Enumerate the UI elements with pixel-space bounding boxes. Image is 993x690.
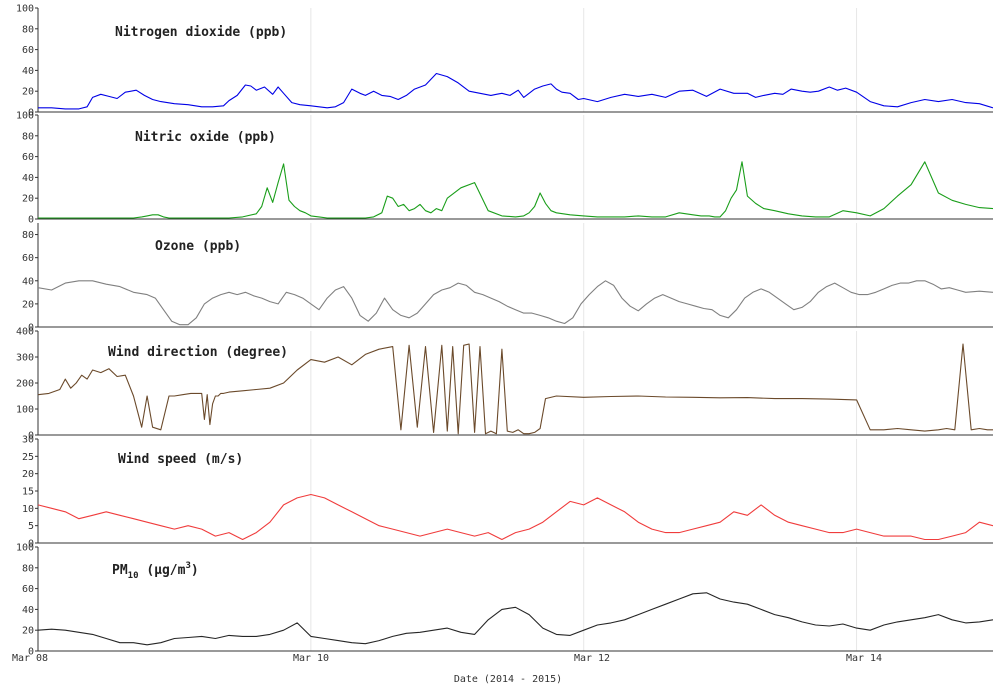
y-tick-label: 0 [28,431,34,442]
series-line [37,343,993,435]
y-tick-label: 20 [22,87,34,98]
y-tick-label: 60 [22,152,34,163]
y-tick-label: 100 [16,543,34,554]
y-tick-label: 20 [22,626,34,637]
y-tick-label: 20 [22,194,34,205]
y-tick-label: 0 [28,647,34,658]
series-line [37,280,993,326]
y-tick-label: 25 [22,452,34,463]
y-tick-label: 100 [16,111,34,122]
chart-panel: 0 20 40 60 80 Ozone (ppb) [22,223,993,334]
y-tick-label: 5 [28,521,34,532]
y-tick-label: 60 [22,45,34,56]
panel-title: Nitrogen dioxide (ppb) [115,25,287,40]
y-tick-label: 80 [22,131,34,142]
x-axis-label: Date (2014 - 2015) [454,674,562,685]
y-tick-label: 20 [22,299,34,310]
y-tick-label: 30 [22,435,34,446]
y-tick-label: 15 [22,487,34,498]
series-line [37,493,993,541]
x-tick-label: Mar 12 [574,653,610,664]
y-tick-label: 0 [28,539,34,550]
x-tick-label: Mar 08 [12,653,48,664]
chart-panel: 0 100 200 300 400 Wind direction (degree) [16,327,993,442]
y-tick-label: 400 [16,327,34,338]
panel-title: Nitric oxide (ppb) [135,130,276,145]
x-tick-label: Mar 14 [846,653,882,664]
panel-title: PM10 (μg/m3) [112,561,199,581]
y-tick-label: 40 [22,276,34,287]
series-line [37,592,993,646]
panel-title: Wind direction (degree) [108,345,288,360]
y-tick-label: 60 [22,253,34,264]
y-tick-label: 80 [22,230,34,241]
y-tick-label: 40 [22,605,34,616]
y-tick-label: 20 [22,469,34,480]
chart-panel: 0 20 40 60 80 100 Nitrogen dioxide (ppb) [16,4,993,119]
y-tick-label: 200 [16,379,34,390]
y-tick-label: 10 [22,504,34,515]
y-tick-label: 80 [22,563,34,574]
y-tick-label: 300 [16,353,34,364]
y-tick-label: 0 [28,215,34,226]
series-line [38,72,993,110]
y-tick-label: 100 [16,405,34,416]
y-tick-label: 40 [22,66,34,77]
y-tick-label: 80 [22,24,34,35]
x-tick-label: Mar 10 [293,653,329,664]
chart-panel: 0 20 40 60 80 100 PM10 (μg/m3) [16,543,993,658]
y-tick-label: 40 [22,173,34,184]
panel-title: Ozone (ppb) [155,239,241,254]
y-tick-label: 60 [22,584,34,595]
chart-panel: 0 20 40 60 80 100 Nitric oxide (ppb) [16,111,993,226]
chart-panel: 0 5 10 15 20 25 30 Wind speed (m/s) [22,435,993,550]
series-line [38,161,993,219]
x-axis: Mar 08 Mar 10 Mar 12 Mar 14 Date (2014 -… [12,653,882,685]
y-tick-label: 0 [28,108,34,119]
y-tick-label: 0 [28,323,34,334]
y-tick-label: 100 [16,4,34,15]
panel-title: Wind speed (m/s) [118,452,243,467]
